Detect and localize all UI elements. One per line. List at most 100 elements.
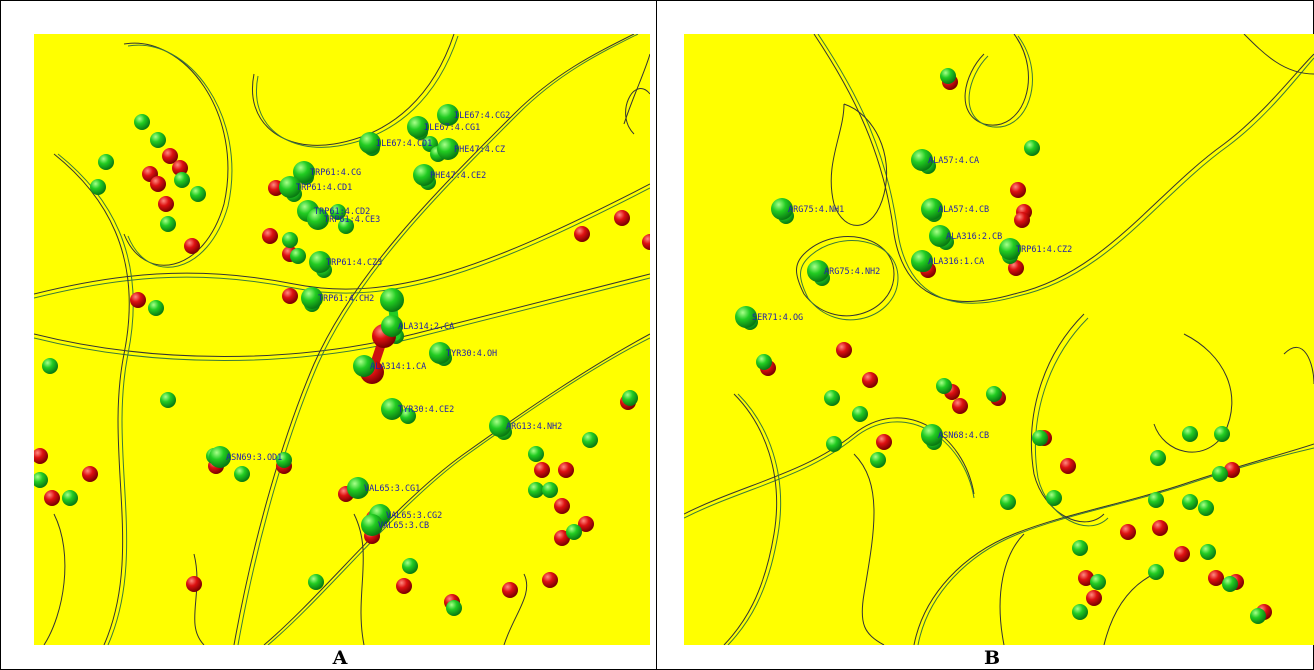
green-atom-33 [62, 490, 78, 506]
green-atom-22 [1214, 426, 1230, 442]
red-atom-12 [614, 210, 630, 226]
green-atom-14 [936, 378, 952, 394]
green-atom-32 [34, 472, 48, 488]
atom-label: ALA316:2.CB [946, 232, 1002, 242]
atom-label: ALA57:4.CA [928, 156, 979, 166]
labeled-atom-sphere [347, 477, 369, 499]
labeled-atom-sphere [381, 398, 403, 420]
panel-divider [656, 0, 657, 670]
labeled-atom-sphere [921, 424, 943, 446]
green-atom-34 [1032, 430, 1048, 446]
green-atom-24 [1212, 466, 1228, 482]
labeled-atom-sphere [301, 287, 323, 309]
green-atom-10 [1024, 140, 1040, 156]
green-atom-25 [528, 482, 544, 498]
green-atom-27 [566, 524, 582, 540]
green-atom-0 [134, 114, 150, 130]
atom-label: ILE67:4.CG1 [424, 123, 480, 133]
green-atom-3 [90, 179, 106, 195]
green-atom-26 [1198, 500, 1214, 516]
green-atom-18 [1046, 490, 1062, 506]
labeled-atom-sphere [999, 238, 1021, 260]
labeled-atom-sphere [309, 251, 331, 273]
green-atom-31 [1072, 540, 1088, 556]
green-atom-8 [160, 392, 176, 408]
panel-b-scene: ALA57:4.CA ARG75:4.NH1 ALA57:4.CB ALA316:2.… [684, 34, 1314, 645]
panel-a-render: ILE67:4.CG2 ILE67:4.CG1 ILE67:4.CD1 PHE47:4… [34, 34, 650, 645]
red-atom-5 [184, 238, 200, 254]
green-atom-2 [98, 154, 114, 170]
red-atom-20 [1086, 590, 1102, 606]
bonded-green-atom [380, 288, 404, 312]
green-atom-17 [1000, 494, 1016, 510]
green-atom-30 [1250, 608, 1266, 624]
green-atom-9 [42, 358, 58, 374]
caption-b: B [983, 647, 1001, 669]
atom-label: VAL65:3.CG1 [364, 484, 420, 494]
red-atom-16 [34, 448, 48, 464]
labeled-atom-sphere [911, 250, 933, 272]
red-atom-0 [162, 148, 178, 164]
labeled-atom-sphere [209, 446, 231, 468]
red-atom-17 [1208, 570, 1224, 586]
red-atom-3 [1014, 212, 1030, 228]
green-atom-33 [1090, 574, 1106, 590]
green-atom-30 [276, 452, 292, 468]
green-atom-4 [174, 172, 190, 188]
atom-label: ILE67:4.CD1 [376, 139, 432, 149]
green-atom-14 [282, 232, 298, 248]
green-atom-6 [160, 216, 176, 232]
red-atom-15 [1152, 520, 1168, 536]
red-atom-4 [158, 196, 174, 212]
labeled-atom-sphere [929, 225, 951, 247]
red-atom-6 [836, 342, 852, 358]
labeled-atom-sphere [307, 208, 329, 230]
green-atom-35 [402, 558, 418, 574]
red-atoms-b [760, 74, 1272, 620]
red-atom-11 [574, 226, 590, 242]
labeled-atom-sphere [437, 104, 459, 126]
labeled-atom-sphere [429, 342, 451, 364]
atom-label: TRP61:4.CE3 [324, 215, 380, 225]
atom-label: VAL65:3.CB [378, 521, 429, 531]
green-atom-12 [330, 204, 346, 220]
green-atom-41 [446, 600, 462, 616]
red-atom-29 [396, 578, 412, 594]
labeled-atom-sphere [735, 306, 757, 328]
labeled-atom-sphere [279, 176, 301, 198]
atom-label: ARG13:4.NH2 [506, 422, 562, 432]
red-atom-13 [642, 234, 650, 250]
labeled-atom-sphere [359, 132, 381, 154]
labeled-atom-sphere [413, 164, 435, 186]
atom-label: ALA314:2.CA [398, 322, 454, 332]
green-atom-15 [826, 436, 842, 452]
atom-label: ILE67:4.CG2 [454, 111, 510, 121]
atom-label: TRP61:4.CZ3 [326, 258, 382, 268]
red-atom-26 [554, 530, 570, 546]
green-atom-28 [1200, 544, 1216, 560]
atom-label: ARG75:4.NH2 [824, 267, 880, 277]
atom-label: ALA57:4.CB [938, 205, 989, 215]
red-atom-7 [262, 228, 278, 244]
red-atom-9 [282, 288, 298, 304]
red-atom-12 [876, 434, 892, 450]
labeled-atom-sphere [407, 116, 429, 138]
red-atom-25 [578, 516, 594, 532]
green-atom-19 [1072, 604, 1088, 620]
backbone-traces-b [684, 34, 1314, 645]
red-atom-28 [502, 582, 518, 598]
red-atom-18 [44, 490, 60, 506]
green-atom-5 [190, 186, 206, 202]
green-atom-29 [1222, 576, 1238, 592]
backbone-traces-a [34, 34, 650, 645]
labeled-atom-sphere [361, 514, 383, 536]
atom-label: TRP61:4.CG [310, 168, 361, 178]
red-atom-13 [1060, 458, 1076, 474]
atom-label: TRP61:4.CD1 [296, 183, 352, 193]
red-atom-30 [186, 576, 202, 592]
atom-label: ALA316:1.CA [928, 257, 984, 267]
caption-a: A [332, 647, 348, 669]
atom-label: PHE47:4.CZ [454, 145, 505, 155]
atom-label: ALA314:1.CA [370, 362, 426, 372]
red-atom-1 [1010, 182, 1026, 198]
